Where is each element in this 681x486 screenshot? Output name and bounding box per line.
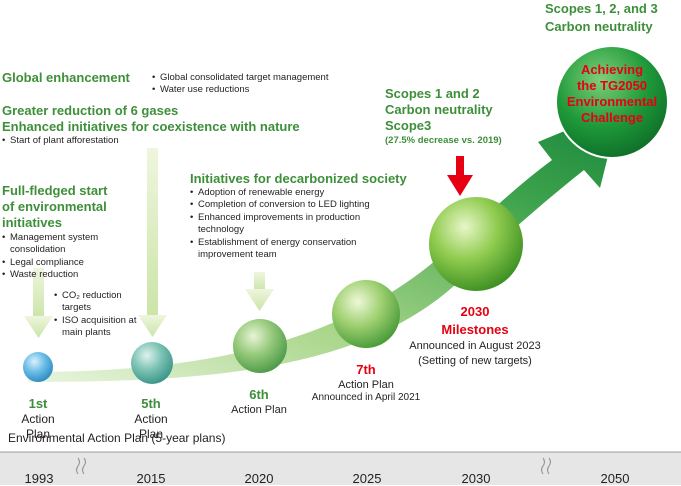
- milestones-label: Milestones: [441, 322, 509, 337]
- greater-bullets: Start of plant afforestation: [2, 135, 119, 148]
- global-bullets: Global consolidated target management Wa…: [152, 72, 328, 97]
- greater-block: Greater reduction of 6 gases Enhanced in…: [2, 103, 300, 135]
- year-2050: 2050: [600, 471, 630, 486]
- global-title: Global enhancement: [2, 70, 130, 85]
- plan-6th: 6th Action Plan: [224, 387, 294, 417]
- goal-text: Achieving the TG2050 Environmental Chall…: [560, 62, 664, 126]
- plan-1st-num: 1st: [28, 396, 48, 411]
- plan-5th-label: Action Plan: [134, 412, 168, 441]
- timeline-break-1: [75, 457, 87, 475]
- year-1993: 1993: [24, 471, 54, 486]
- plan-5th: 5th Action Plan: [121, 396, 181, 442]
- decarb-bullet: Completion of conversion to LED lighting: [190, 199, 402, 212]
- plan-1st: 1st Action Plan: [8, 396, 68, 442]
- down-arrow-2015: [138, 148, 167, 337]
- timeline-break-2: [540, 457, 552, 475]
- decarb-title: Initiatives for decarbonized society: [190, 171, 407, 186]
- goal-line4: Challenge: [580, 110, 644, 125]
- greater-bullet: Start of plant afforestation: [2, 135, 119, 148]
- fullfledged-subbullet: ISO acquisition at main plants: [54, 315, 140, 340]
- greater-line1: Greater reduction of 6 gases: [2, 103, 179, 118]
- milestones-block: 2030 Milestones Announced in August 2023…: [395, 303, 555, 369]
- down-arrow-2020: [245, 272, 274, 311]
- fullfledged-bullet: Management system consolidation: [2, 232, 114, 257]
- scopes12-line3: Scope3: [385, 118, 432, 133]
- fullfledged-title: Full-fledged start of environmental init…: [2, 183, 107, 231]
- year-2030: 2030: [461, 471, 491, 486]
- plan-7th: 7th Action Plan Announced in April 2021: [296, 362, 436, 404]
- global-bullet: Global consolidated target management: [152, 72, 328, 85]
- decarb-bullet: Adoption of renewable energy: [190, 187, 402, 200]
- goal-line3: Environmental: [566, 94, 658, 109]
- sphere-2030: [429, 197, 523, 291]
- scopes12-line2: Carbon neutrality: [385, 102, 493, 117]
- fullfledged-bullets: Management system consolidation Legal co…: [2, 232, 114, 282]
- sphere-2020: [233, 319, 287, 373]
- plan-6th-label: Action Plan: [231, 404, 287, 416]
- down-arrow-1993: [24, 268, 53, 338]
- scopes-123-block: Scopes 1, 2, and 3 Carbon neutrality: [545, 0, 658, 36]
- milestones-note2: (Setting of new targets): [418, 355, 532, 367]
- goal-line2: the TG2050: [576, 78, 648, 93]
- growth-arrow: [28, 108, 620, 382]
- plan-7th-note: Announced in April 2021: [311, 392, 421, 403]
- plan-7th-num: 7th: [356, 362, 376, 377]
- global-bullet: Water use reductions: [152, 84, 328, 97]
- fullfledged-line2: of environmental: [2, 199, 107, 214]
- sphere-2015: [131, 342, 173, 384]
- fullfledged-subbullet: CO₂ reduction targets: [54, 290, 140, 315]
- fullfledged-bullet: Legal compliance: [2, 257, 114, 270]
- sphere-2025: [332, 280, 400, 348]
- env-action-plan: Environmental Action Plan (5-year plans): [8, 431, 226, 445]
- plan-5th-num: 5th: [141, 396, 161, 411]
- milestones-year: 2030: [460, 304, 490, 319]
- sphere-1993: [23, 352, 53, 382]
- year-2020: 2020: [244, 471, 274, 486]
- scopes-123-line1: Scopes 1, 2, and 3: [545, 1, 658, 16]
- decarb-bullet: Establishment of energy conservation imp…: [190, 237, 402, 262]
- decarb-bullets: Adoption of renewable energy Completion …: [190, 187, 402, 261]
- scopes-123-line2: Carbon neutrality: [545, 19, 653, 34]
- greater-line2: Enhanced initiatives for coexistence wit…: [2, 119, 300, 134]
- milestones-note1: Announced in August 2023: [409, 340, 541, 352]
- plan-6th-num: 6th: [249, 387, 269, 402]
- fullfledged-bullet: Waste reduction: [2, 269, 114, 282]
- plan-7th-label: Action Plan: [338, 379, 394, 391]
- decarb-bullet: Enhanced improvements in production tech…: [190, 212, 402, 237]
- fullfledged-subbullets: CO₂ reduction targets ISO acquisition at…: [54, 290, 140, 340]
- scopes12-line1: Scopes 1 and 2: [385, 86, 480, 101]
- year-2025: 2025: [352, 471, 382, 486]
- scopes12-block: Scopes 1 and 2 Carbon neutrality Scope3 …: [385, 86, 502, 148]
- year-2015: 2015: [136, 471, 166, 486]
- goal-line1: Achieving: [580, 62, 644, 77]
- fullfledged-line1: Full-fledged start: [2, 183, 108, 198]
- timeline-bar: [0, 452, 681, 485]
- red-down-arrow: [447, 156, 473, 196]
- scopes12-line4: (27.5% decrease vs. 2019): [385, 135, 502, 146]
- plan-1st-label: Action Plan: [21, 412, 55, 441]
- fullfledged-line3: initiatives: [2, 215, 62, 230]
- sphere-goal: [555, 45, 669, 159]
